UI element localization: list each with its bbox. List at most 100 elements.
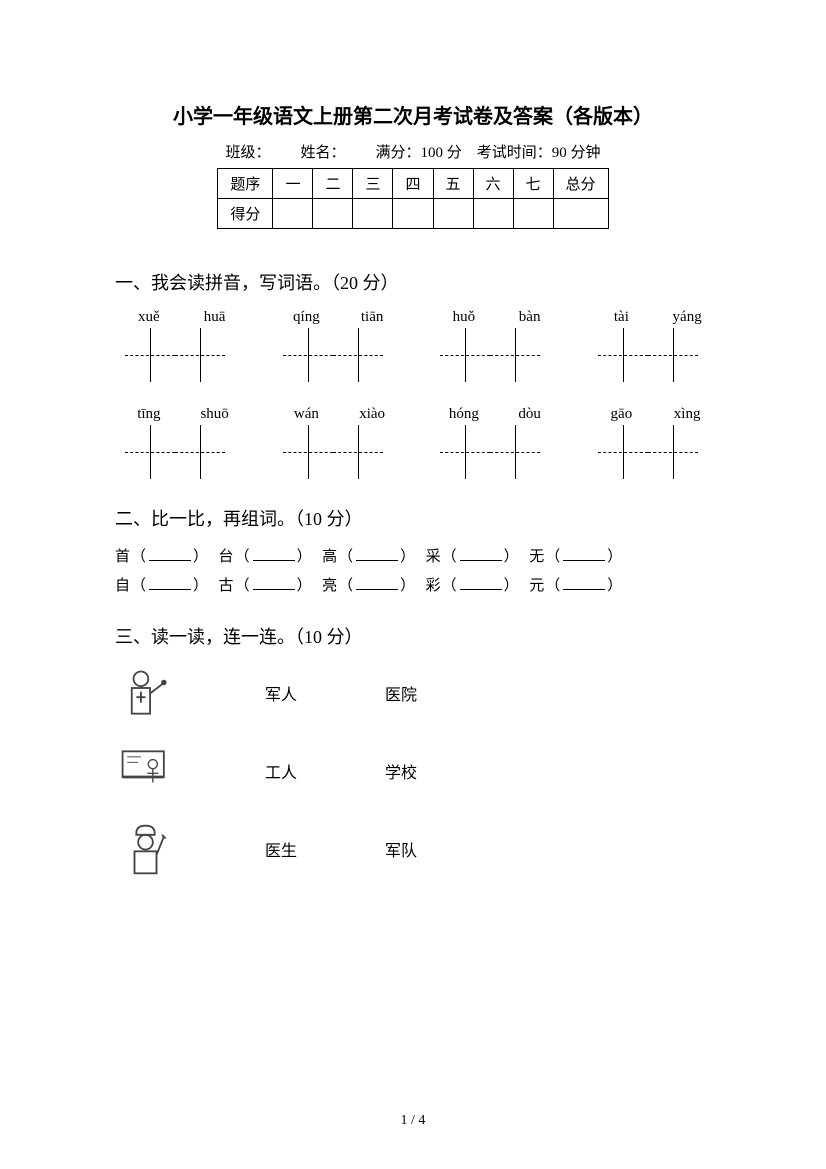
table-cell (513, 199, 553, 229)
table-cell: 三 (353, 169, 393, 199)
char-grid (598, 330, 648, 380)
pinyin-row: tīng shuō wánxiào hóng dòu gāoxìng (125, 406, 711, 423)
grid-row (125, 330, 711, 380)
table-row: 题序 一 二 三 四 五 六 七 总分 (218, 169, 608, 199)
match-word: 工人 (265, 759, 385, 783)
table-cell: 二 (313, 169, 353, 199)
table-cell: 总分 (553, 169, 608, 199)
pinyin: qíng (283, 309, 331, 326)
char-grid (125, 427, 175, 477)
fullscore-label: 满分：100 分 (376, 145, 462, 161)
char-grid (440, 330, 490, 380)
pinyin: shuō (191, 406, 239, 423)
match-word: 军队 (385, 837, 505, 861)
blank (356, 560, 398, 561)
char: 元 (529, 578, 545, 594)
grid-row (125, 427, 711, 477)
char-grid (333, 427, 383, 477)
char: 高 (322, 549, 338, 565)
char-grid (490, 330, 540, 380)
blank (563, 589, 605, 590)
name-label: 姓名： (300, 145, 345, 161)
pinyin: tài (598, 309, 646, 326)
section2-header: 二、比一比，再组词。（10 分） (115, 505, 711, 531)
table-cell: 六 (473, 169, 513, 199)
blank (149, 560, 191, 561)
table-cell (353, 199, 393, 229)
match-word: 医生 (265, 837, 385, 861)
table-cell: 五 (433, 169, 473, 199)
table-cell (313, 199, 353, 229)
pinyin: tiān (348, 309, 396, 326)
table-cell (393, 199, 433, 229)
match-row: 军人 医院 (115, 663, 711, 723)
char-grid (490, 427, 540, 477)
blank (253, 560, 295, 561)
char: 古 (219, 578, 235, 594)
blank (149, 589, 191, 590)
pinyin: dòu (506, 406, 554, 423)
pinyin: gāo (598, 406, 646, 423)
char-grid (283, 427, 333, 477)
table-cell (273, 199, 313, 229)
pinyin: huǒ (440, 309, 488, 326)
blank (460, 589, 502, 590)
char-grid (175, 427, 225, 477)
exam-info: 班级： 姓名： 满分：100 分 考试时间：90 分钟 (115, 141, 711, 162)
time-label: 考试时间：90 分钟 (477, 145, 601, 161)
char: 台 (219, 549, 235, 565)
table-cell: 题序 (218, 169, 273, 199)
section1-header: 一、我会读拼音，写词语。（20 分） (115, 269, 711, 295)
char: 采 (426, 549, 442, 565)
table-cell (433, 199, 473, 229)
blank (253, 589, 295, 590)
table-cell: 四 (393, 169, 433, 199)
char: 亮 (322, 578, 338, 594)
pinyin: huā (191, 309, 239, 326)
blank (460, 560, 502, 561)
char-grid (648, 427, 698, 477)
pinyin: tīng (125, 406, 173, 423)
section3-header: 三、读一读，连一连。（10 分） (115, 623, 711, 649)
blackboard-icon (115, 741, 175, 801)
pinyin: bàn (506, 309, 554, 326)
char-grid (648, 330, 698, 380)
char-grid (283, 330, 333, 380)
char: 自 (115, 578, 131, 594)
table-cell: 一 (273, 169, 313, 199)
compare-row: 自（） 古（） 亮（） 彩（） 元（） (115, 574, 711, 595)
page-title: 小学一年级语文上册第二次月考试卷及答案（各版本） (115, 100, 711, 129)
doctor-icon (115, 663, 175, 723)
char: 彩 (426, 578, 442, 594)
char: 首 (115, 549, 131, 565)
char: 无 (529, 549, 545, 565)
pinyin: xìng (663, 406, 711, 423)
table-cell (473, 199, 513, 229)
table-cell: 七 (513, 169, 553, 199)
char-grid (175, 330, 225, 380)
score-table: 题序 一 二 三 四 五 六 七 总分 得分 (217, 168, 608, 229)
blank (356, 589, 398, 590)
class-label: 班级： (225, 145, 270, 161)
compare-row: 首（） 台（） 高（） 采（） 无（） (115, 545, 711, 566)
pinyin-row: xuě huā qíng tiān huǒ bàn tàiyáng (125, 309, 711, 326)
pinyin: wán (283, 406, 331, 423)
match-word: 医院 (385, 681, 505, 705)
char-grid (598, 427, 648, 477)
blank (563, 560, 605, 561)
pinyin: yáng (663, 309, 711, 326)
pinyin: xuě (125, 309, 173, 326)
soldier-icon (115, 819, 175, 879)
char-grid (125, 330, 175, 380)
table-row: 得分 (218, 199, 608, 229)
pinyin: hóng (440, 406, 488, 423)
match-row: 工人 学校 (115, 741, 711, 801)
char-grid (440, 427, 490, 477)
pinyin: xiào (348, 406, 396, 423)
table-cell (553, 199, 608, 229)
table-cell: 得分 (218, 199, 273, 229)
match-row: 医生 军队 (115, 819, 711, 879)
match-word: 学校 (385, 759, 505, 783)
page-number: 1 / 4 (0, 1113, 826, 1129)
char-grid (333, 330, 383, 380)
